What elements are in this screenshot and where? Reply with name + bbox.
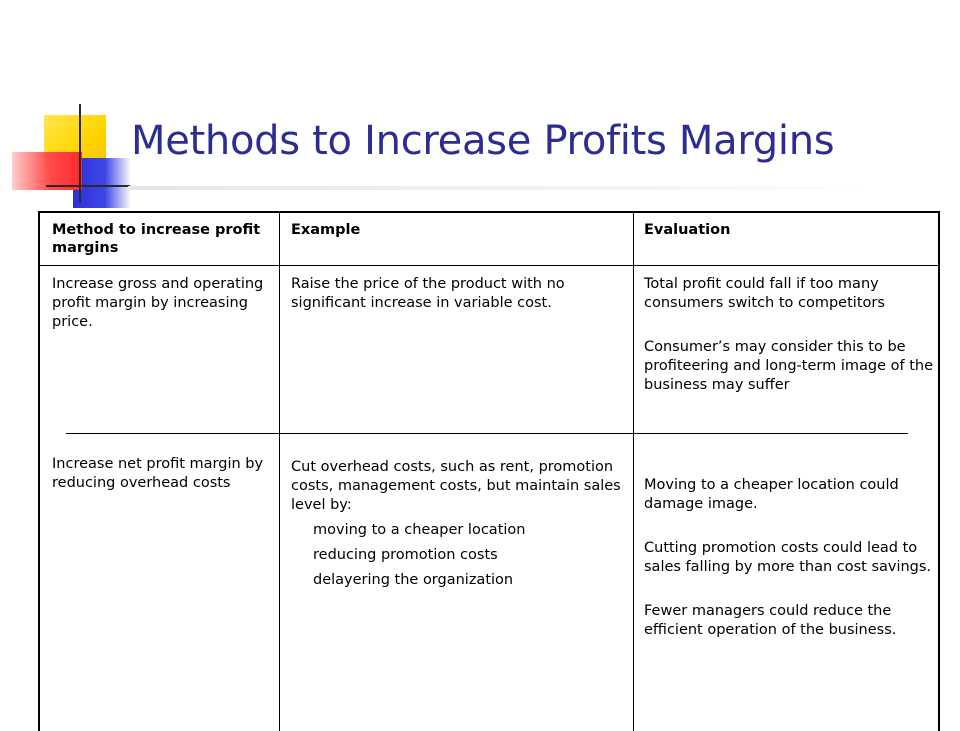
row2-evaluation-point: Moving to a cheaper location could damag… [644,477,899,512]
header-method: Method to increase profit margins [52,222,261,256]
row1-example: Raise the price of the product with no s… [291,276,565,311]
row2-method: Increase net profit margin by reducing o… [52,456,264,491]
row2-example-item: delayering the organization [313,572,514,588]
column-divider [633,213,634,731]
row2-example-item: moving to a cheaper location [313,522,526,538]
profit-margin-table: Method to increase profit margins Exampl… [38,211,940,731]
decor-red-square [12,152,82,190]
row-divider [66,433,908,434]
row1-evaluation-point: Total profit could fall if too many cons… [644,276,885,311]
row2-example-intro: Cut overhead costs, such as rent, promot… [291,459,621,513]
row1-method: Increase gross and operating profit marg… [52,276,264,330]
decor-vertical-line [79,104,81,202]
decor-blue-square [73,158,131,208]
row2-evaluation: Moving to a cheaper location could damag… [644,476,936,640]
row2-example: Cut overhead costs, such as rent, promot… [291,458,626,590]
header-example: Example [291,222,361,238]
decor-horizontal-line [46,185,130,187]
row2-evaluation-point: Fewer managers could reduce the efficien… [644,603,897,638]
slide-title: Methods to Increase Profits Margins [131,118,835,164]
column-divider [279,213,280,731]
header-evaluation: Evaluation [644,222,731,238]
header-divider [40,265,938,266]
row1-evaluation-point: Consumer’s may consider this to be profi… [644,339,933,393]
row1-evaluation: Total profit could fall if too many cons… [644,275,936,395]
row2-example-item: reducing promotion costs [313,547,498,563]
row2-evaluation-point: Cutting promotion costs could lead to sa… [644,540,932,575]
title-underline [128,186,868,190]
